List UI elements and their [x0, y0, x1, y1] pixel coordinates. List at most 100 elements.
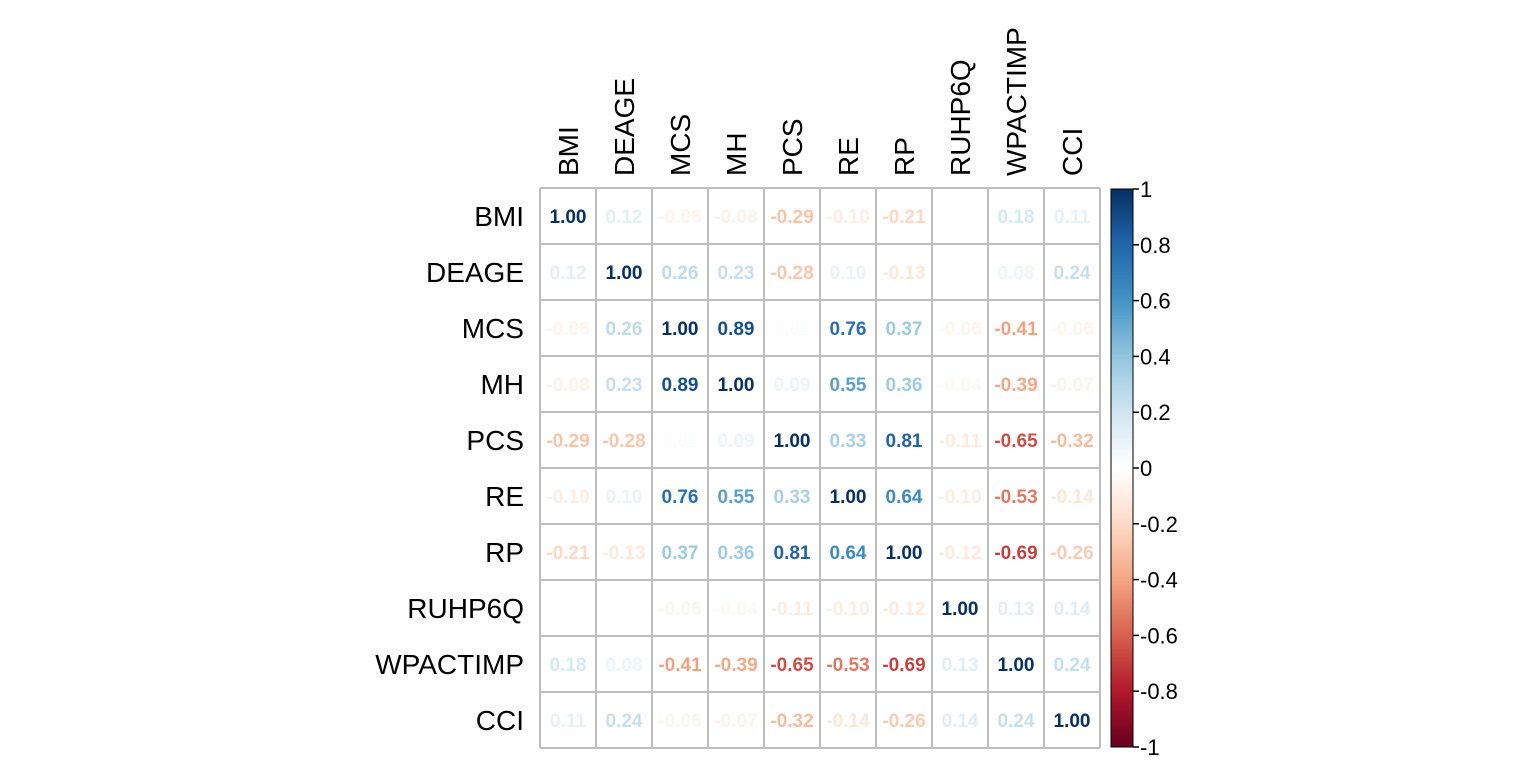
cell-value-label: 1.00 — [942, 599, 979, 620]
matrix-cell — [708, 244, 764, 300]
matrix-cell — [932, 300, 988, 356]
matrix-cell — [708, 188, 764, 244]
matrix-cell — [540, 188, 596, 244]
row-label: RP — [485, 537, 524, 568]
cell-value-label: 1.00 — [886, 543, 923, 564]
cell-value-label: 0.36 — [886, 375, 923, 396]
cell-value-label: -0.08 — [546, 375, 589, 396]
cell-value-label: -0.04 — [714, 599, 758, 620]
cell-value-label: 1.00 — [550, 207, 587, 228]
matrix-cell — [1044, 468, 1100, 524]
matrix-cell — [820, 412, 876, 468]
cell-value-label: 0.18 — [550, 655, 587, 676]
matrix-cell — [932, 524, 988, 580]
cell-value-label: 0.11 — [1054, 207, 1090, 228]
cell-value-label: 0.26 — [662, 263, 699, 284]
cell-value-label: 0.24 — [606, 711, 643, 732]
cell-value-label: 0.00 — [942, 263, 979, 284]
cell-value-label: -0.65 — [994, 431, 1038, 452]
matrix-cell — [540, 580, 596, 636]
cell-value-label: -0.28 — [602, 431, 645, 452]
cell-value-label: 0.26 — [606, 319, 643, 340]
matrix-grid — [539, 187, 1101, 749]
matrix-cell — [988, 300, 1044, 356]
matrix-cell — [932, 468, 988, 524]
matrix-cell — [708, 580, 764, 636]
cell-value-label: 0.37 — [662, 543, 699, 564]
matrix-cell — [652, 188, 708, 244]
cell-value-label: -0.21 — [882, 207, 926, 228]
cell-value-label: 1.00 — [830, 487, 867, 508]
cell-value-label: -0.28 — [770, 263, 813, 284]
colorbar-tick-label: -0.2 — [1140, 512, 1178, 537]
cell-value-label: -0.41 — [658, 655, 702, 676]
cell-value-label: -0.06 — [658, 711, 701, 732]
cell-value-label: 0.64 — [830, 543, 867, 564]
column-labels: BMI DEAGE MCS MH PCS RE RP RUHP6Q WPACTIMP CCI — [553, 27, 1088, 176]
cell-value-label: 1.00 — [606, 263, 643, 284]
cell-value-label: -0.07 — [1050, 375, 1093, 396]
matrix-cell — [764, 468, 820, 524]
cell-value-label: -0.06 — [658, 207, 701, 228]
row-label: MCS — [462, 313, 524, 344]
matrix-cell — [820, 356, 876, 412]
cell-value-label: 1.00 — [718, 375, 755, 396]
cell-value-label: -0.11 — [771, 599, 814, 620]
cell-value-label: 0.12 — [550, 263, 587, 284]
column-label: RE — [833, 137, 864, 176]
matrix-cell — [876, 636, 932, 692]
matrix-cell — [764, 244, 820, 300]
cell-value-label: -0.69 — [882, 655, 925, 676]
column-label: PCS — [777, 118, 808, 176]
matrix-cell — [540, 300, 596, 356]
row-label: RE — [485, 481, 524, 512]
cell-value-label: -0.06 — [938, 319, 981, 340]
cell-value-label: -0.29 — [546, 431, 589, 452]
matrix-cell — [764, 300, 820, 356]
matrix-cell — [652, 692, 708, 748]
cell-value-label: 0.81 — [886, 431, 923, 452]
matrix-cell — [988, 580, 1044, 636]
matrix-cell — [932, 188, 988, 244]
matrix-cell — [652, 356, 708, 412]
matrix-cell — [932, 692, 988, 748]
matrix-cell — [708, 300, 764, 356]
matrix-cell — [1044, 524, 1100, 580]
matrix-cell — [988, 636, 1044, 692]
matrix-cell — [596, 580, 652, 636]
cell-value-label: 0.00 — [606, 599, 643, 620]
matrix-cell — [1044, 244, 1100, 300]
matrix-cell — [596, 412, 652, 468]
matrix-cell — [596, 300, 652, 356]
cell-value-label: -0.14 — [826, 711, 870, 732]
cell-value-label: -0.06 — [546, 319, 589, 340]
colorbar-tick-label: -0.6 — [1140, 623, 1178, 648]
cell-value-label: -0.04 — [938, 375, 982, 396]
matrix-cell — [876, 468, 932, 524]
cell-value-label: 0.81 — [774, 543, 811, 564]
matrix-cell — [764, 356, 820, 412]
matrix-cell — [764, 524, 820, 580]
matrix-cell — [540, 524, 596, 580]
row-label: RUHP6Q — [407, 593, 524, 624]
cell-value-label: 0.18 — [998, 207, 1035, 228]
matrix-cell — [988, 356, 1044, 412]
matrix-cell — [988, 188, 1044, 244]
matrix-cell — [820, 188, 876, 244]
colorbar-tick-label: 0.8 — [1140, 233, 1171, 258]
matrix-cell — [652, 580, 708, 636]
matrix-cell — [596, 524, 652, 580]
colorbar-tick-label: 0.6 — [1140, 289, 1171, 314]
column-label: WPACTIMP — [1001, 27, 1032, 176]
matrix-cell — [596, 636, 652, 692]
matrix-cell — [876, 580, 932, 636]
colorbar-tick-label: -0.8 — [1140, 679, 1178, 704]
colorbar-tick-label: 0.2 — [1140, 400, 1171, 425]
colorbar: 1 0.8 0.6 0.4 0.2 0 -0.2 -0.4 -0.6 -0.8 -1 — [1110, 177, 1178, 760]
matrix-cell — [1044, 692, 1100, 748]
colorbar-tick-label: 0 — [1140, 456, 1152, 481]
matrix-cell — [932, 412, 988, 468]
cell-value-label: 0.24 — [1054, 655, 1091, 676]
matrix-cell — [876, 188, 932, 244]
